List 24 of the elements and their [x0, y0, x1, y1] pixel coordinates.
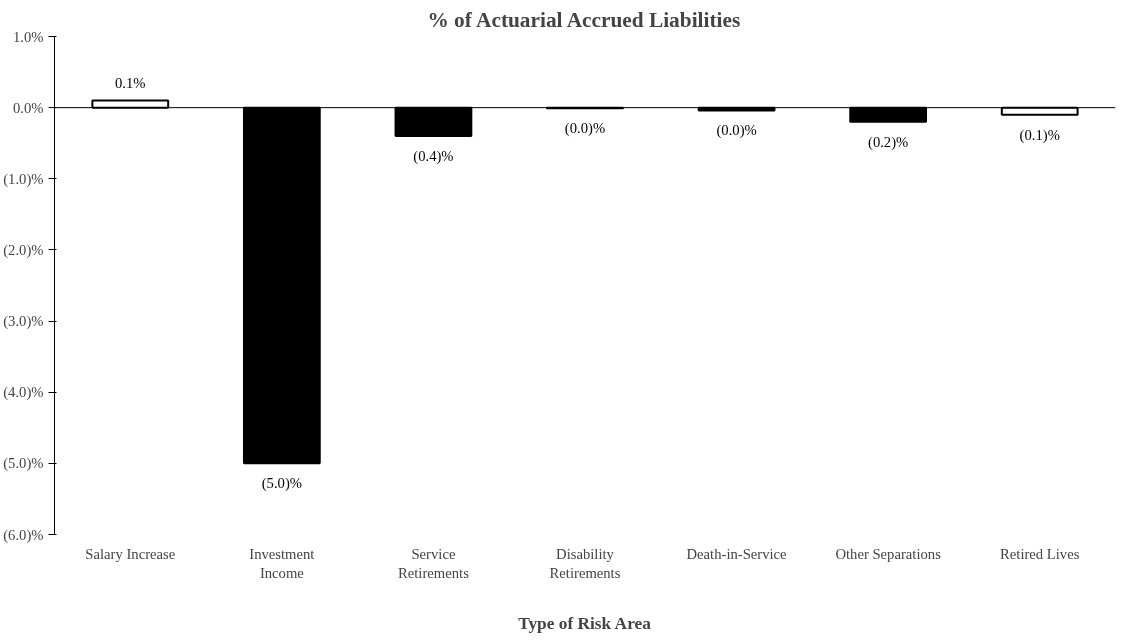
data-label: (0.0)%	[564, 120, 606, 138]
data-label: (0.1)%	[1019, 126, 1060, 144]
y-tick-label: (6.0)%	[3, 526, 44, 544]
data-label: (0.0)%	[716, 122, 757, 140]
x-tick-label: Service Retirements	[398, 545, 470, 581]
y-tick-label: (2.0)%	[3, 241, 44, 259]
x-tick-label: Other Separations	[835, 545, 942, 562]
y-tick-label: (5.0)%	[3, 455, 44, 473]
y-tick-label: (4.0)%	[3, 384, 44, 402]
x-tick-label: Salary Increase	[85, 545, 176, 562]
y-tick-label: (3.0)%	[3, 313, 44, 331]
x-tick-label: Disability Retirements	[549, 545, 621, 581]
y-tick-label: 1.0%	[12, 28, 44, 45]
data-label: (0.4)%	[413, 148, 454, 166]
y-tick-label: (1.0)%	[3, 170, 44, 188]
chart-title: % of Actuarial Accrued Liabilities	[427, 7, 741, 32]
x-tick-label: Investment Income	[249, 545, 315, 581]
data-label: (5.0)%	[261, 475, 303, 493]
x-tick-label: Death-in-Service	[686, 545, 787, 562]
data-label: (0.2)%	[868, 133, 909, 151]
y-tick-label: 0.0%	[12, 99, 44, 116]
x-axis-title: Type of Risk Area	[518, 613, 652, 633]
data-label: 0.1%	[115, 74, 146, 91]
x-tick-label: Retired Lives	[1000, 545, 1080, 562]
